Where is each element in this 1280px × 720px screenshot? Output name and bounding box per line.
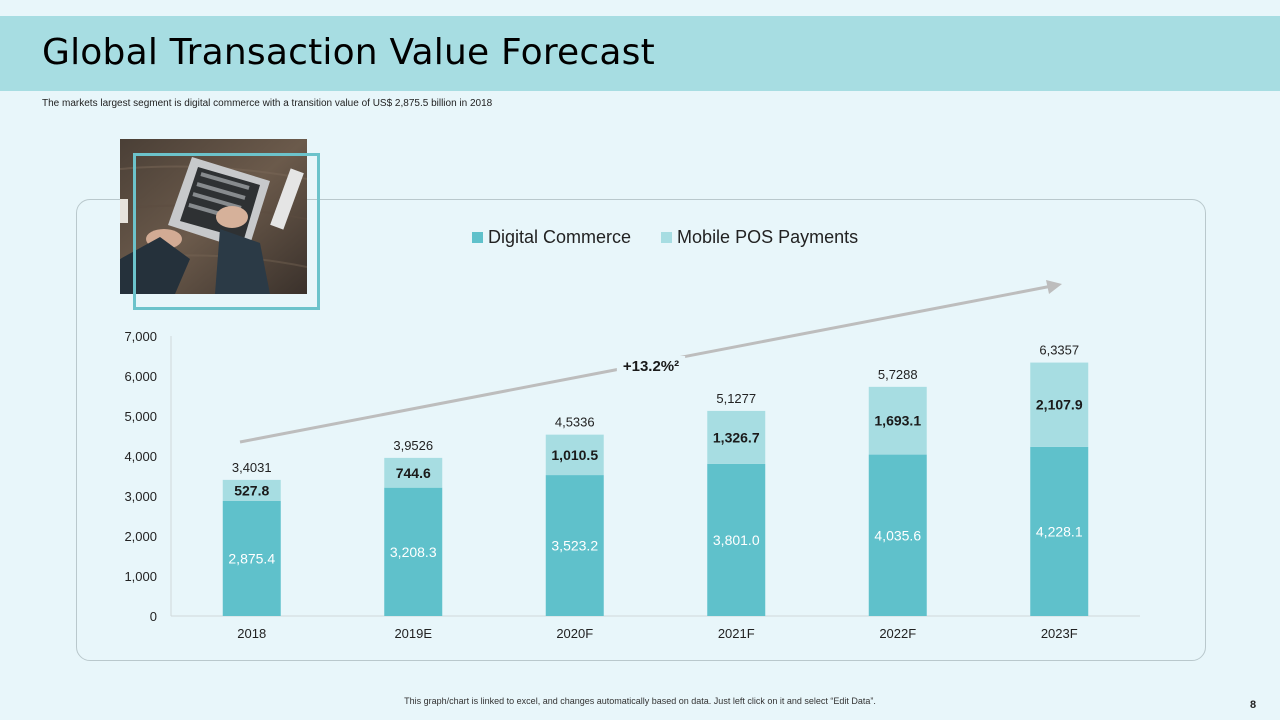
data-label-digital-commerce: 3,208.3	[390, 544, 437, 560]
x-tick-label: 2021F	[718, 626, 755, 641]
bar-mobile-pos	[545, 434, 604, 476]
laptop-photo	[120, 139, 307, 294]
bar-digital-commerce	[222, 500, 281, 616]
growth-annotation: +13.2%²	[623, 358, 679, 375]
page-title: Global Transaction Value Forecast	[42, 32, 655, 73]
photo-frame	[133, 153, 320, 310]
bar-digital-commerce	[1030, 446, 1089, 616]
bar-mobile-pos	[222, 479, 281, 501]
chart-legend: Digital Commerce Mobile POS Payments	[472, 226, 888, 248]
bar-mobile-pos	[707, 410, 766, 464]
bar-total-label: 4,5336	[555, 415, 595, 430]
data-label-mobile-pos: 2,107.9	[1036, 397, 1083, 413]
x-tick-label: 2023F	[1041, 626, 1078, 641]
y-tick-label: 1,000	[124, 569, 157, 584]
legend-swatch-mobile-pos	[661, 231, 673, 243]
y-tick-label: 2,000	[124, 529, 157, 544]
page-subtitle: The markets largest segment is digital c…	[42, 98, 493, 109]
footer-note: This graph/chart is linked to excel, and…	[404, 696, 876, 706]
legend-item-mobile-pos: Mobile POS Payments	[661, 227, 858, 248]
bar-total-label: 3,4031	[232, 460, 272, 475]
x-tick-label: 2022F	[879, 626, 916, 641]
bar-total-label: 3,9526	[393, 438, 433, 453]
data-label-digital-commerce: 4,035.6	[874, 527, 921, 543]
title-band	[0, 16, 1280, 91]
bar-total-label: 5,7288	[878, 367, 918, 382]
bar-total-label: 6,3357	[1039, 343, 1079, 358]
y-tick-label: 4,000	[124, 449, 157, 464]
data-label-mobile-pos: 1,010.5	[551, 447, 598, 463]
x-tick-label: 2020F	[556, 626, 593, 641]
data-label-digital-commerce: 4,228.1	[1036, 523, 1083, 539]
legend-label-mobile-pos: Mobile POS Payments	[677, 226, 859, 247]
y-tick-label: 7,000	[124, 329, 157, 344]
bar-digital-commerce	[384, 487, 443, 616]
data-label-digital-commerce: 2,875.4	[228, 550, 275, 566]
growth-annotation-background	[616, 356, 686, 377]
bar-digital-commerce	[868, 454, 927, 616]
legend-item-digital-commerce: Digital Commerce	[472, 227, 631, 248]
data-label-mobile-pos: 1,326.7	[713, 429, 760, 445]
data-label-digital-commerce: 3,523.2	[551, 538, 598, 554]
bar-digital-commerce	[545, 475, 604, 616]
bar-mobile-pos	[384, 457, 443, 488]
bar-mobile-pos	[868, 386, 927, 455]
data-label-mobile-pos: 744.6	[396, 465, 431, 481]
bar-mobile-pos	[1030, 362, 1089, 447]
legend-label-digital-commerce: Digital Commerce	[488, 226, 632, 247]
legend-swatch-digital-commerce	[472, 231, 483, 243]
x-tick-label: 2019E	[394, 626, 432, 641]
y-tick-label: 5,000	[124, 409, 157, 424]
y-tick-label: 6,000	[124, 369, 157, 384]
data-label-digital-commerce: 3,801.0	[713, 532, 760, 548]
page-number: 8	[1250, 699, 1257, 711]
data-label-mobile-pos: 1,693.1	[874, 413, 921, 429]
x-tick-label: 2018	[237, 626, 266, 641]
bar-total-label: 5,1277	[716, 391, 756, 406]
growth-arrow-head	[1046, 280, 1062, 294]
y-tick-label: 3,000	[124, 489, 157, 504]
bar-digital-commerce	[707, 463, 766, 616]
y-tick-label: 0	[150, 609, 157, 624]
data-label-mobile-pos: 527.8	[234, 482, 269, 498]
